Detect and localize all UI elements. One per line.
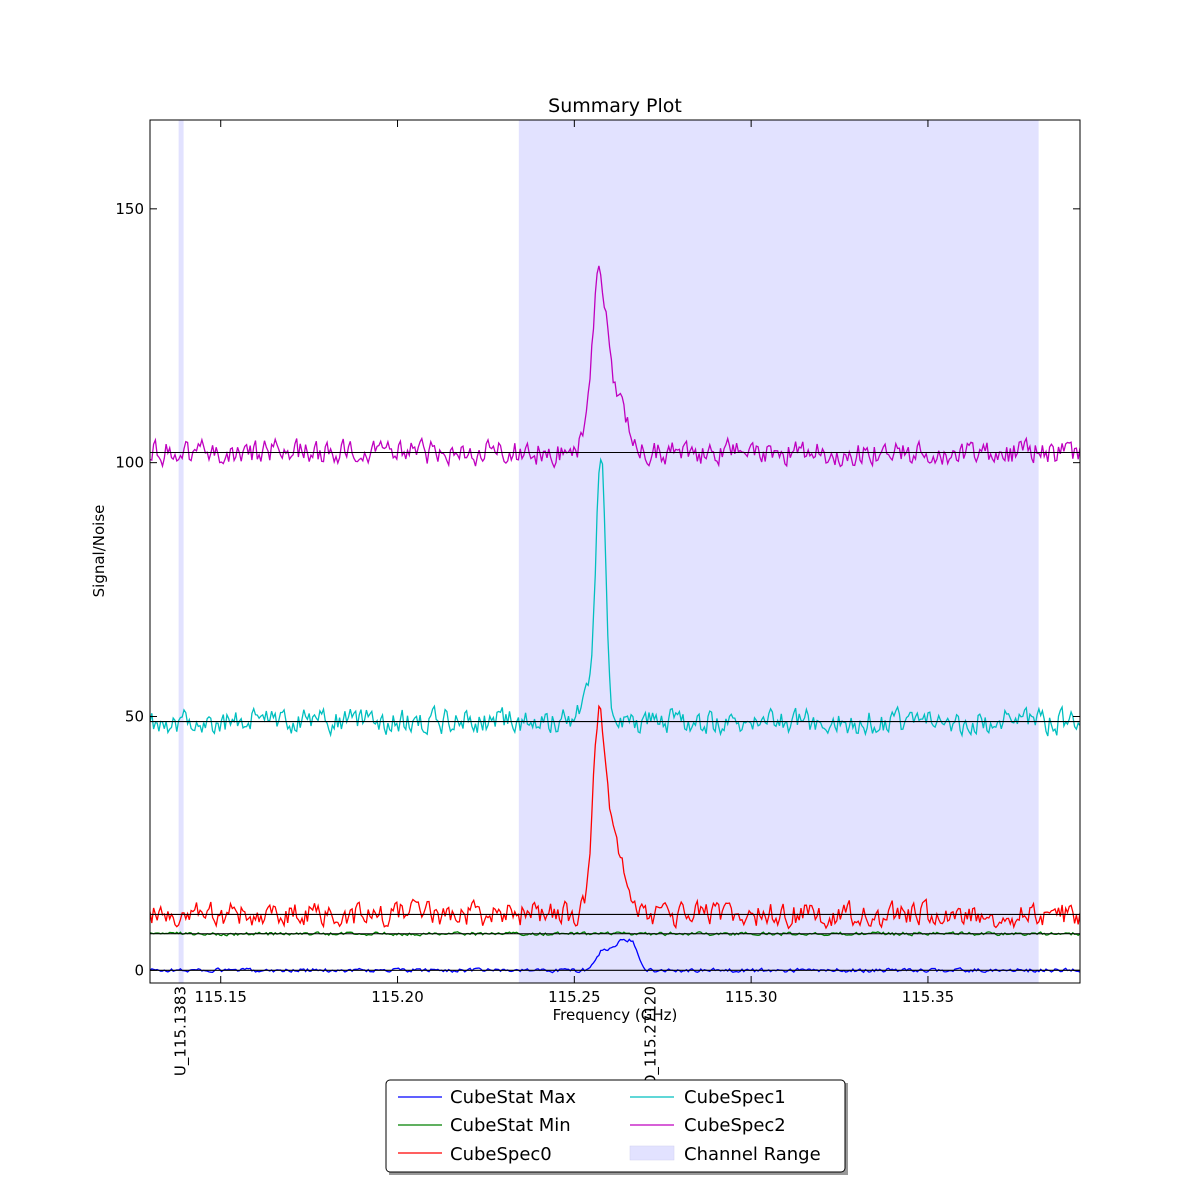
legend-box [385, 1079, 846, 1173]
y-tick-label: 50 [125, 707, 144, 725]
x-tick-label: 115.15 [194, 988, 247, 1006]
y-tick-label: 150 [115, 200, 144, 218]
legend-label-channel-range: Channel Range [684, 1144, 821, 1165]
series-line-cubespec0 [150, 704, 1080, 930]
legend-label-cubespec1: CubeSpec1 [684, 1087, 786, 1108]
series-line-cubespec2 [150, 265, 1080, 469]
x-tick-label: 115.35 [902, 988, 955, 1006]
line-markers: U_115.1383 CO_115.27120 [171, 986, 660, 1097]
x-tick-label: 115.20 [371, 988, 424, 1006]
x-tick-label: 115.30 [725, 988, 778, 1006]
line-marker-label-0: U_115.1383 [171, 986, 190, 1076]
y-tick-label: 0 [134, 961, 144, 979]
channel-range-band-0 [178, 120, 184, 983]
x-tick-label: 115.25 [548, 988, 601, 1006]
y-tick-label: 100 [115, 454, 144, 472]
axis-ticks: 115.15 115.20 115.25 115.30 115.35 0 50 100 150 [115, 120, 1080, 1006]
plot-frame [149, 119, 1081, 984]
legend: CubeStat Max CubeStat Min CubeSpec0 Cube… [385, 1079, 848, 1175]
legend-label-cubespec0: CubeSpec0 [450, 1144, 552, 1165]
series-line-cubespec1 [150, 457, 1080, 738]
plot-area [150, 120, 1080, 983]
legend-label-cubespec2: CubeSpec2 [684, 1115, 786, 1136]
legend-label-cubestat-min: CubeStat Min [450, 1115, 571, 1136]
legend-label-cubestat-max: CubeStat Max [450, 1087, 576, 1108]
y-axis-label: Signal/Noise [90, 505, 108, 598]
legend-swatch-channel-range [629, 1145, 675, 1161]
chart-title: Summary Plot [548, 95, 682, 117]
line-marker-label-1: CO_115.27120 [641, 986, 660, 1097]
x-axis-label: Frequency (GHz) [553, 1006, 678, 1024]
channel-range-band-1 [518, 120, 1039, 983]
